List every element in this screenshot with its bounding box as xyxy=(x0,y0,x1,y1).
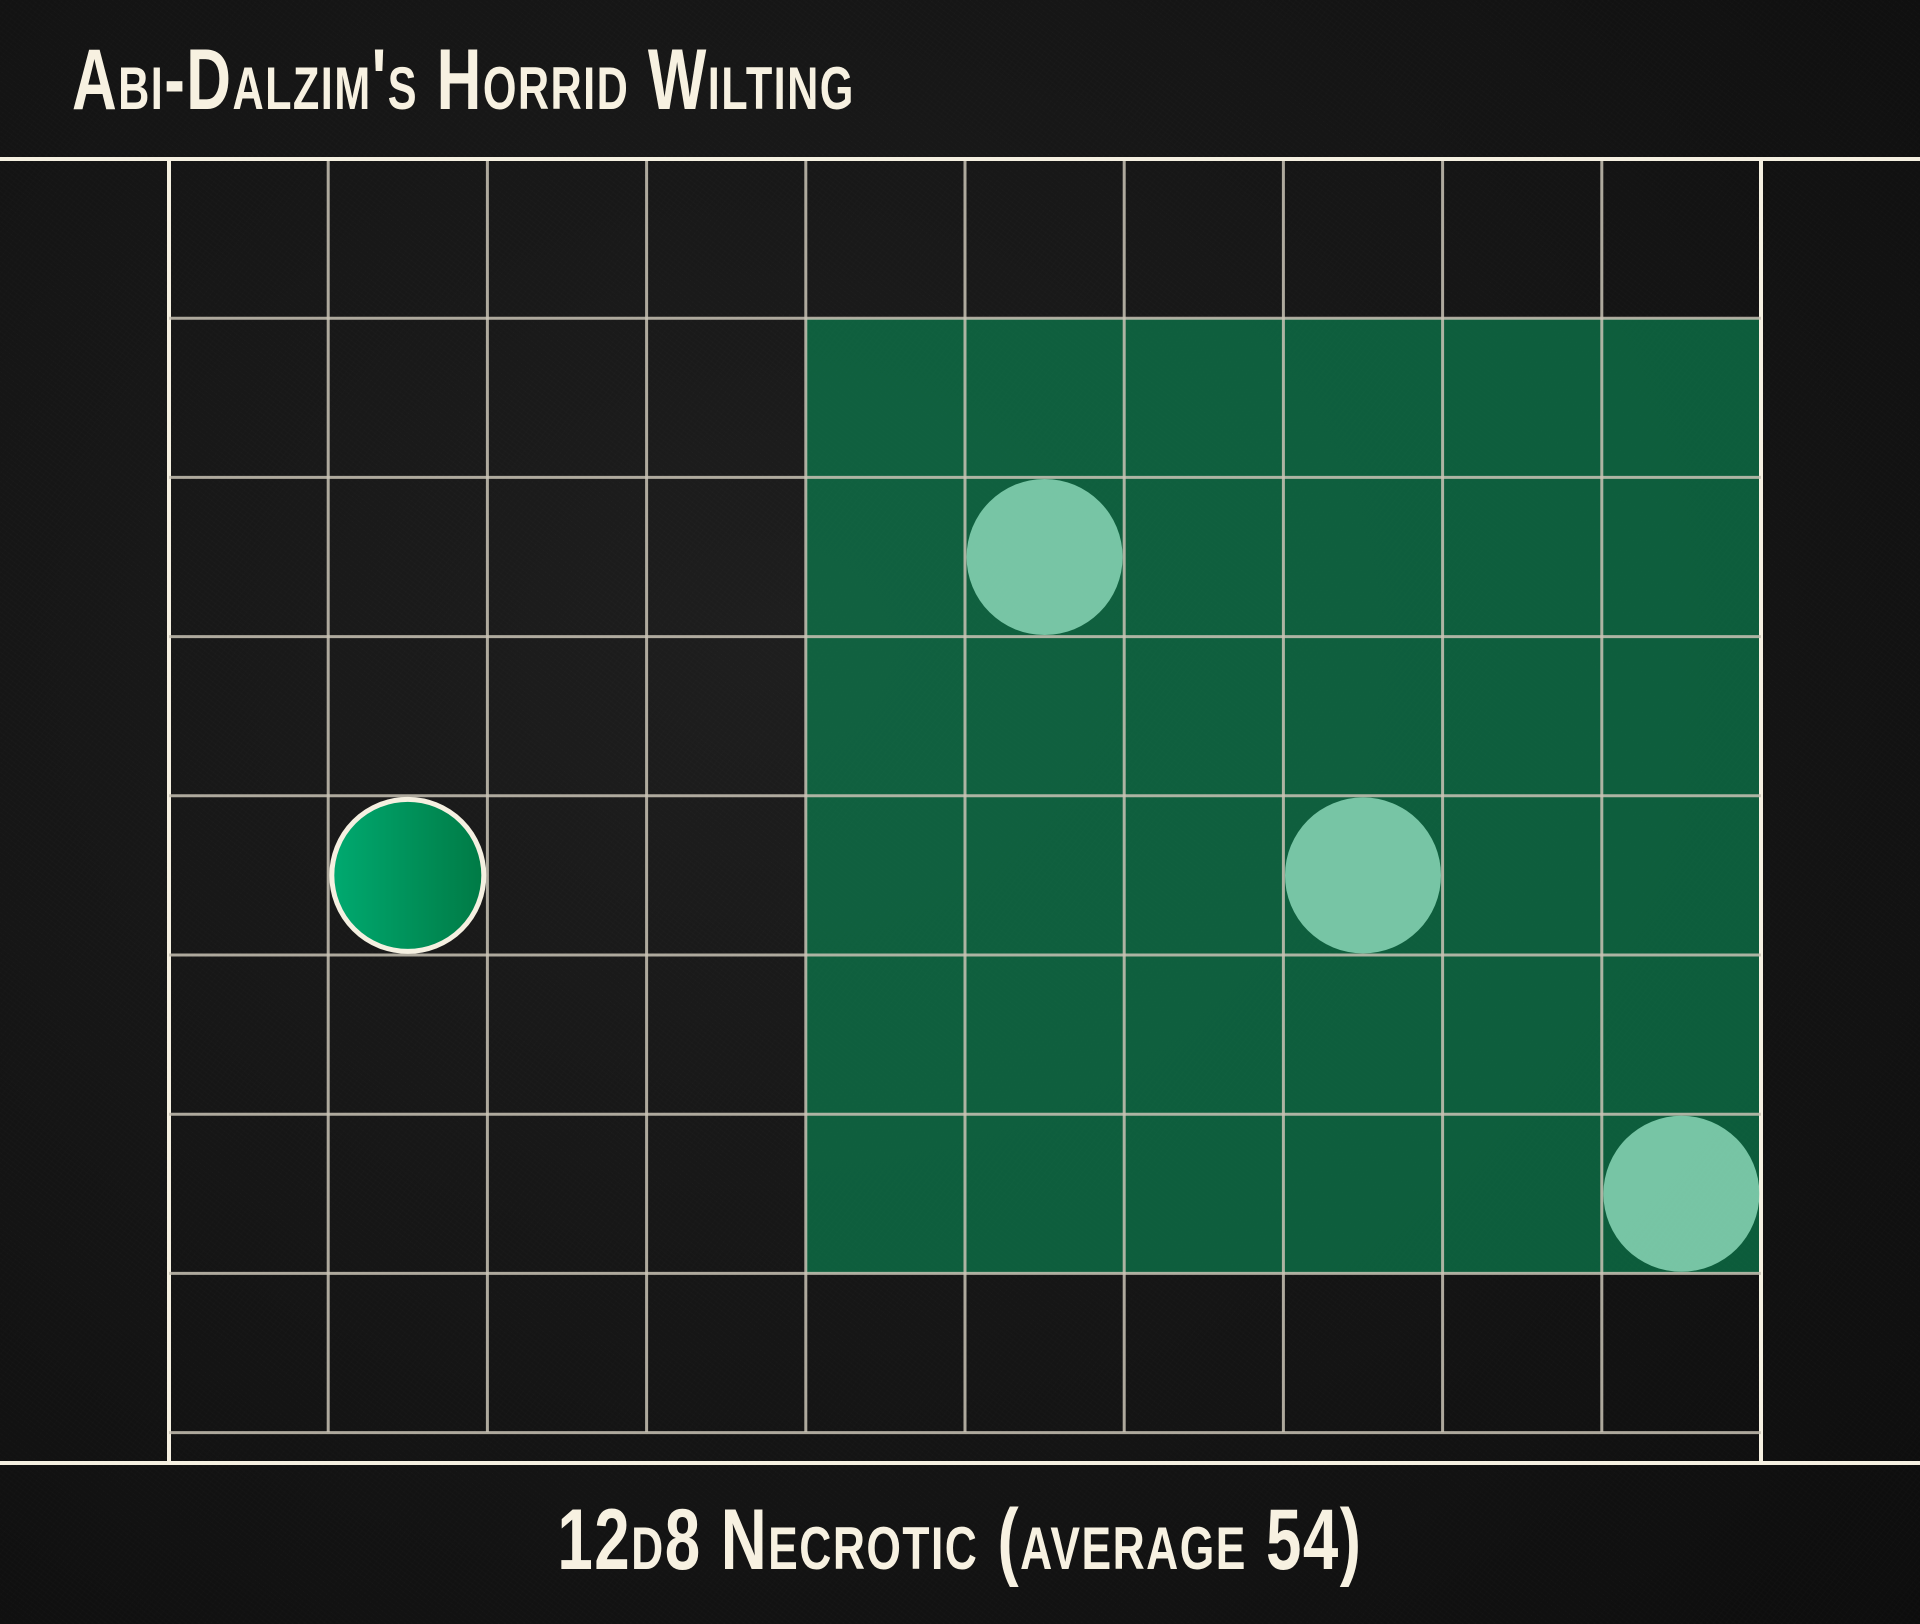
damage-text: 12d8 Necrotic (average 54) xyxy=(557,1492,1363,1588)
damage-caption: 12d8 Necrotic (average 54) xyxy=(0,1490,1920,1590)
target-token xyxy=(1285,797,1441,954)
target-token xyxy=(966,479,1123,635)
spell-title: Abi-Dalzim's Horrid Wilting xyxy=(72,32,855,128)
caster-token xyxy=(329,796,487,954)
target-token xyxy=(1603,1115,1760,1272)
